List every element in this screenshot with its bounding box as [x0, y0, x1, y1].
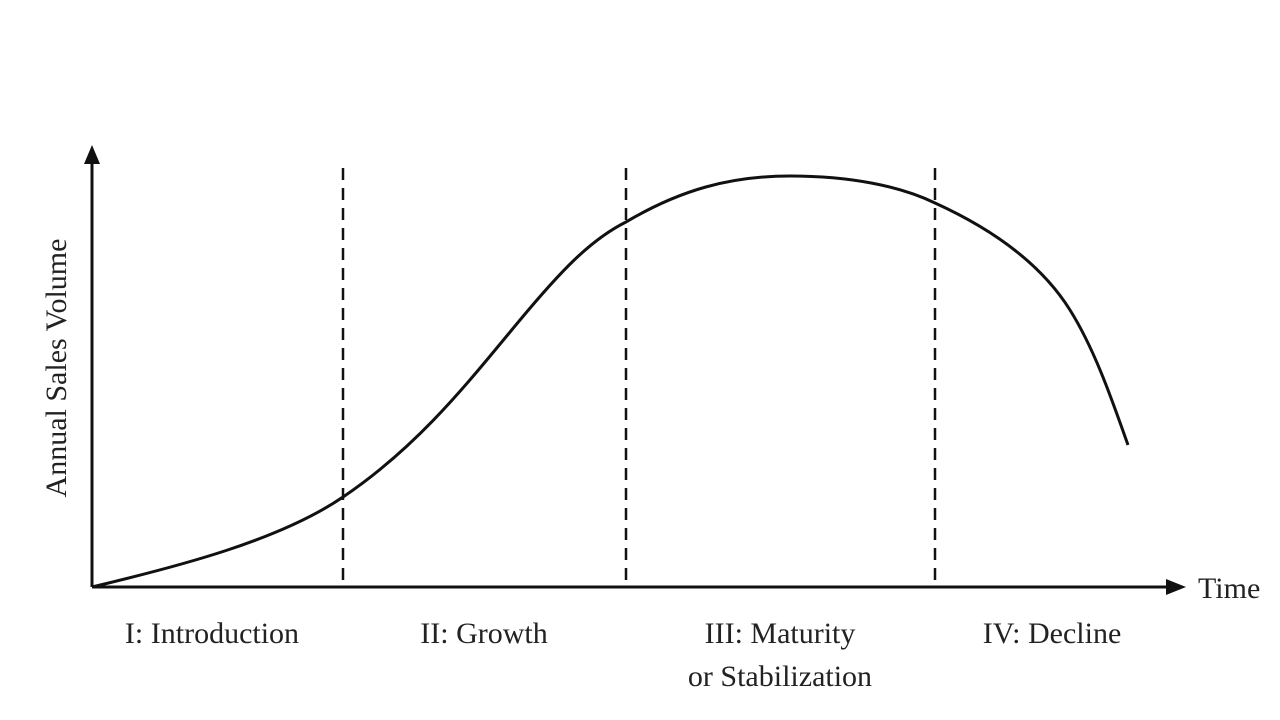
sales-curve	[91, 174, 1130, 589]
stage-label-maturity: III: Maturity	[705, 617, 856, 650]
stage-label-introduction: I: Introduction	[125, 617, 299, 650]
stage-label-decline: IV: Decline	[983, 617, 1122, 650]
x-axis-arrow	[1166, 579, 1186, 595]
y-axis-label: Annual Sales Volume	[40, 239, 73, 498]
x-axis-label: Time	[1198, 572, 1260, 605]
stage-label-maturity-line2: or Stabilization	[688, 660, 872, 693]
y-axis-arrow	[84, 145, 100, 164]
stage-label-growth: II: Growth	[420, 617, 547, 650]
